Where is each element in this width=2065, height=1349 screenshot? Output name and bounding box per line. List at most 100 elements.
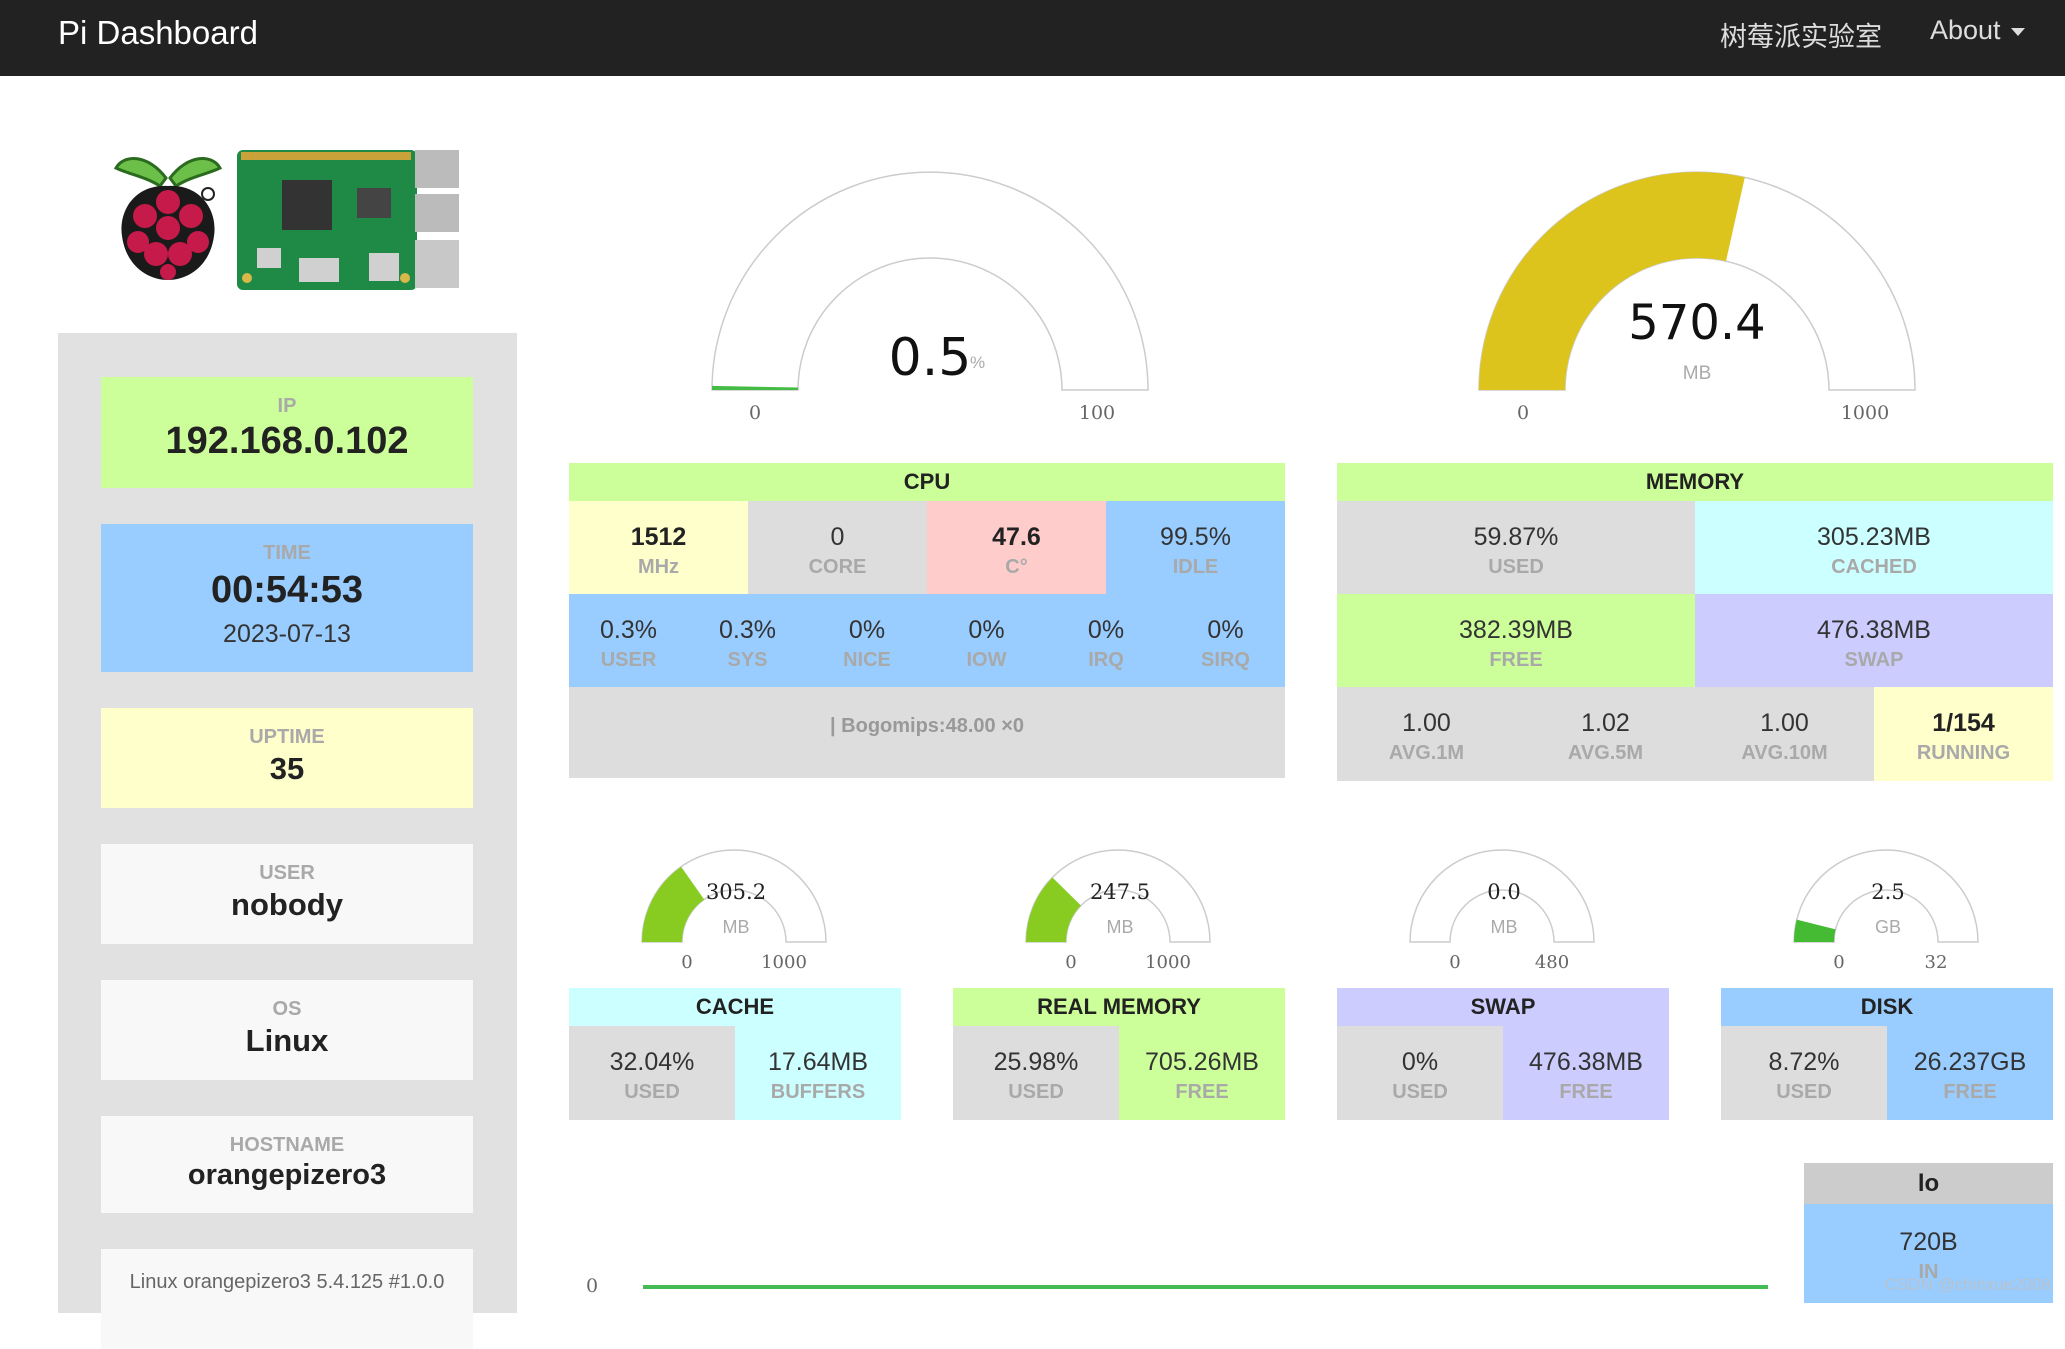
cache-buffers-unit: BUFFERS	[770, 1081, 866, 1103]
cpu-sys-value: 0.3%	[719, 616, 776, 644]
cpu-bogomips: | Bogomips:48.00 ×0	[830, 715, 1024, 737]
memory-gauge-max: 1000	[1841, 402, 1889, 424]
cpu-sirq-cell: 0% SIRQ	[1166, 594, 1285, 672]
hostname-box: HOSTNAME orangepizero3	[101, 1116, 473, 1213]
cache-used-cell: 32.04% USED	[569, 1026, 735, 1120]
memory-gauge-unit: MB	[1683, 363, 1712, 384]
about-label: About	[1930, 15, 2001, 45]
brand-title[interactable]: Pi Dashboard	[58, 14, 258, 51]
ip-value: 192.168.0.102	[165, 420, 409, 462]
cpu-usage-row: 0.3% USER 0.3% SYS 0% NICE 0% IOW 0% IRQ…	[569, 594, 1285, 687]
nav-link-lab[interactable]: 树莓派实验室	[1720, 22, 1882, 52]
cpu-idle-cell: 99.5% IDLE	[1106, 501, 1285, 594]
cache-gauge: 305.2 MB 0 1000	[641, 849, 827, 973]
memory-swap-value: 476.38MB	[1817, 616, 1931, 644]
uptime-label: UPTIME	[249, 726, 325, 748]
uptime-box: UPTIME 35	[101, 708, 473, 808]
cpu-gauge-value: 0.5	[889, 328, 972, 388]
real-memory-gauge: 247.5 MB 0 1000	[1025, 849, 1211, 973]
disk-used-unit: USED	[1776, 1081, 1832, 1103]
real-memory-gauge-unit: MB	[1107, 917, 1134, 937]
pi-board-image	[237, 150, 459, 290]
memory-free-cell: 382.39MB FREE	[1337, 594, 1695, 687]
real-memory-panel-title: REAL MEMORY	[953, 988, 1285, 1026]
time-box: TIME 00:54:53 2023-07-13	[101, 524, 473, 672]
hostname-label: HOSTNAME	[229, 1134, 345, 1156]
processes-running-value: 1/154	[1932, 709, 1995, 737]
ip-box: IP 192.168.0.102	[101, 377, 473, 488]
swap-free-value: 476.38MB	[1529, 1048, 1643, 1076]
real-memory-used-cell: 25.98% USED	[953, 1026, 1119, 1120]
cpu-iow-cell: 0% IOW	[927, 594, 1046, 672]
cache-gauge-min: 0	[681, 952, 692, 973]
memory-cached-value: 305.23MB	[1817, 523, 1931, 551]
os-value: Linux	[245, 1023, 329, 1058]
swap-gauge-value: 0.0	[1487, 880, 1520, 904]
cpu-nice-value: 0%	[848, 616, 886, 644]
cpu-temp-unit: C°	[1005, 556, 1028, 578]
load-avg1-value: 1.00	[1402, 709, 1451, 737]
cpu-user-unit: USER	[600, 649, 657, 671]
disk-gauge-min: 0	[1833, 952, 1844, 973]
memory-panel-title: MEMORY	[1337, 463, 2053, 501]
swap-panel: SWAP 0% USED 476.38MB FREE	[1337, 988, 1669, 1120]
real-memory-used-value: 25.98%	[993, 1048, 1079, 1076]
real-memory-gauge-min: 0	[1065, 952, 1076, 973]
swap-gauge-unit: MB	[1491, 917, 1518, 937]
network-in-unit: IN	[1918, 1261, 1939, 1283]
load-avg5-cell: 1.02 AVG.5M	[1516, 687, 1695, 781]
disk-free-value: 26.237GB	[1913, 1048, 2027, 1076]
cpu-core-unit: CORE	[808, 556, 867, 578]
cpu-temp-cell: 47.6 C°	[927, 501, 1106, 594]
memory-swap-cell: 476.38MB SWAP	[1695, 594, 2053, 687]
uptime-value: 35	[269, 751, 305, 786]
cache-gauge-unit: MB	[723, 917, 750, 937]
hostname-value: orangepizero3	[187, 1159, 387, 1191]
memory-cached-cell: 305.23MB CACHED	[1695, 501, 2053, 594]
cache-gauge-fill	[642, 866, 705, 942]
real-memory-free-cell: 705.26MB FREE	[1119, 1026, 1285, 1120]
time-label: TIME	[263, 542, 311, 564]
memory-gauge: 570.4 MB 0 1000	[1478, 171, 1916, 424]
swap-used-unit: USED	[1392, 1081, 1448, 1103]
cpu-iow-unit: IOW	[966, 649, 1007, 671]
cache-gauge-value: 305.2	[706, 880, 766, 904]
os-box: OS Linux	[101, 980, 473, 1080]
disk-gauge-max: 32	[1925, 952, 1948, 973]
memory-used-cell: 59.87% USED	[1337, 501, 1695, 594]
nav-about-dropdown[interactable]: About	[1930, 15, 2025, 46]
network-interface-panel: lo 720B IN	[1804, 1163, 2053, 1303]
load-avg1-unit: AVG.1M	[1388, 742, 1465, 764]
load-avg5-value: 1.02	[1581, 709, 1630, 737]
cpu-idle-unit: IDLE	[1172, 556, 1219, 578]
cpu-core-value: 0	[830, 523, 845, 551]
cpu-user-cell: 0.3% USER	[569, 594, 688, 672]
load-avg10-unit: AVG.10M	[1741, 742, 1828, 764]
swap-free-unit: FREE	[1559, 1081, 1613, 1103]
cache-buffers-cell: 17.64MB BUFFERS	[735, 1026, 901, 1120]
network-interface-name: lo	[1804, 1163, 2053, 1204]
cpu-freq-cell: 1512 MHz	[569, 501, 748, 594]
real-memory-panel: REAL MEMORY 25.98% USED 705.26MB FREE	[953, 988, 1285, 1120]
memory-free-unit: FREE	[1489, 649, 1543, 671]
kernel-info: Linux orangepizero3 5.4.125 #1.0.0	[129, 1271, 445, 1293]
load-avg1-cell: 1.00 AVG.1M	[1337, 687, 1516, 781]
cpu-irq-unit: IRQ	[1088, 649, 1124, 671]
watermark: CSDN @chinxue2008	[1884, 1275, 2051, 1294]
real-memory-free-unit: FREE	[1175, 1081, 1229, 1103]
memory-cached-unit: CACHED	[1831, 556, 1917, 578]
memory-gauge-value: 570.4	[1628, 295, 1765, 351]
disk-free-unit: FREE	[1943, 1081, 1997, 1103]
disk-free-cell: 26.237GB FREE	[1887, 1026, 2053, 1120]
kernel-box: Linux orangepizero3 5.4.125 #1.0.0	[101, 1249, 473, 1349]
memory-gauge-fill	[1479, 172, 1745, 390]
cache-panel-title: CACHE	[569, 988, 901, 1026]
swap-panel-title: SWAP	[1337, 988, 1669, 1026]
processes-running-cell: 1/154 RUNNING	[1874, 687, 2053, 781]
cpu-idle-value: 99.5%	[1160, 523, 1231, 551]
cpu-gauge-max: 100	[1079, 402, 1115, 424]
real-memory-gauge-fill	[1026, 877, 1081, 942]
cpu-user-value: 0.3%	[600, 616, 657, 644]
cpu-irq-cell: 0% IRQ	[1046, 594, 1166, 672]
cpu-panel-title: CPU	[569, 463, 1285, 501]
